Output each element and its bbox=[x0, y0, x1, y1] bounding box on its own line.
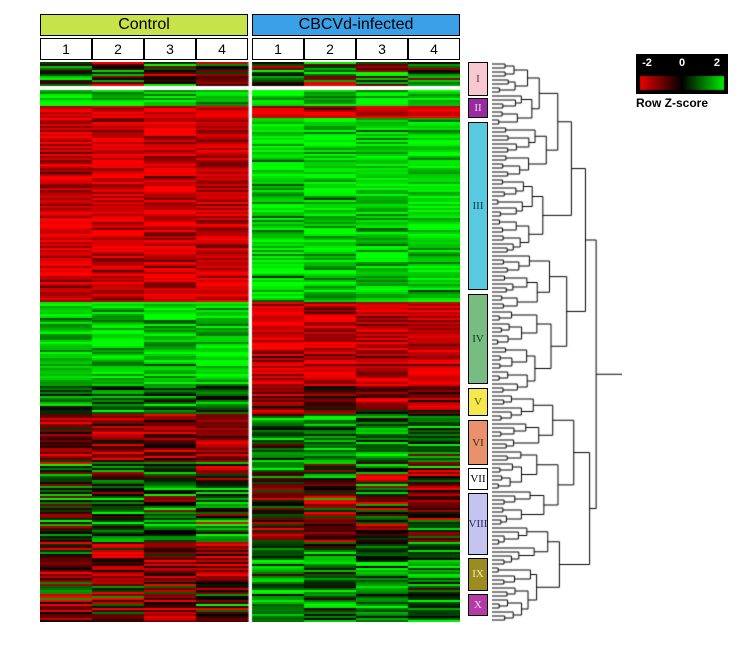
cluster-badge: VIII bbox=[468, 493, 488, 555]
color-key-title: Row Z-score bbox=[636, 96, 708, 110]
cluster-badge: IX bbox=[468, 558, 488, 592]
cluster-badge: VII bbox=[468, 468, 488, 490]
group-label: Control bbox=[118, 16, 170, 34]
group-header-control: Control bbox=[40, 14, 248, 36]
sample-header: 4 bbox=[408, 38, 460, 60]
sample-header: 3 bbox=[144, 38, 196, 60]
cluster-badge: VI bbox=[468, 420, 488, 465]
cluster-badge: IV bbox=[468, 294, 488, 384]
sample-header: 3 bbox=[356, 38, 408, 60]
sample-header: 2 bbox=[92, 38, 144, 60]
expression-heatmap bbox=[40, 62, 460, 622]
sample-header: 2 bbox=[304, 38, 356, 60]
cluster-badge: II bbox=[468, 98, 488, 118]
sample-header: 1 bbox=[40, 38, 92, 60]
color-key-tick: -2 bbox=[637, 57, 657, 69]
cluster-badge: III bbox=[468, 122, 488, 290]
cluster-badge: V bbox=[468, 388, 488, 416]
sample-header: 4 bbox=[196, 38, 248, 60]
group-label: CBCVd-infected bbox=[299, 16, 414, 34]
row-dendrogram bbox=[492, 62, 622, 622]
color-key-tick: 0 bbox=[672, 57, 692, 69]
sample-header: 1 bbox=[252, 38, 304, 60]
color-key-tick: 2 bbox=[707, 57, 727, 69]
cluster-badge: X bbox=[468, 594, 488, 616]
cluster-badge: I bbox=[468, 62, 488, 96]
group-header-infected: CBCVd-infected bbox=[252, 14, 460, 36]
